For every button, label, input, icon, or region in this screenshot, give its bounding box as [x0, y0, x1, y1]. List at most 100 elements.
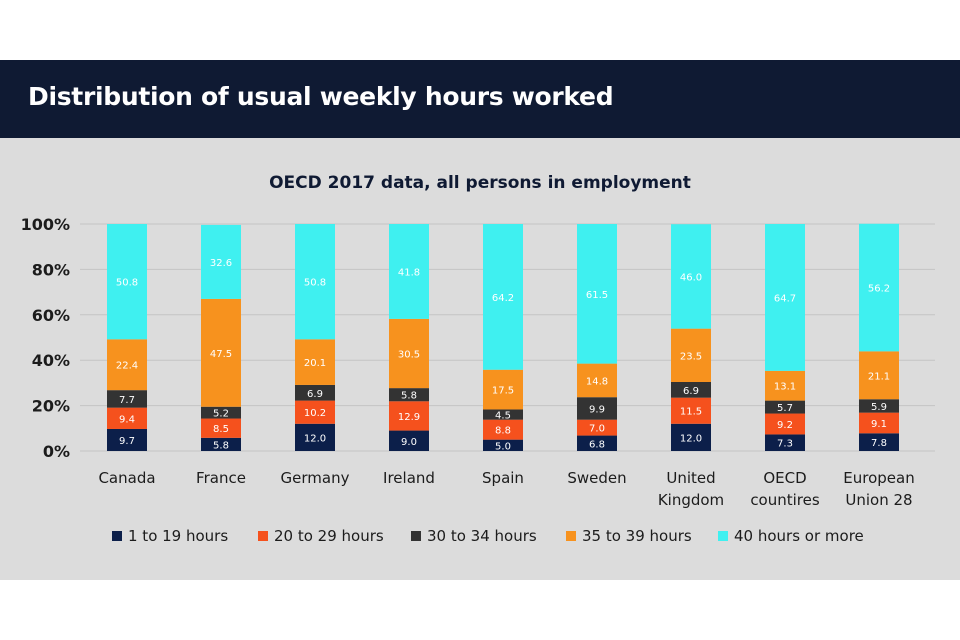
legend-label: 35 to 39 hours: [582, 527, 692, 545]
bar-segment: [765, 370, 805, 401]
x-axis: Canada France Germany Ireland Spain Sweden Uni…: [98, 469, 914, 509]
data-label: 30.5: [398, 350, 420, 361]
data-label: 9.7: [119, 436, 135, 447]
bar-segment: [389, 401, 429, 431]
legend-swatch: [566, 531, 576, 541]
bar-segment: [483, 419, 523, 440]
legend-swatch: [411, 531, 421, 541]
y-tick-label: 40%: [32, 351, 70, 370]
bar-segment: [483, 369, 523, 410]
x-tick-label: Kingdom: [658, 491, 724, 509]
data-label: 64.7: [774, 293, 796, 304]
data-label: 61.5: [586, 290, 608, 301]
data-label: 14.8: [586, 376, 608, 387]
bar-segment: [201, 298, 241, 407]
data-label: 5.8: [213, 440, 229, 451]
data-label: 7.0: [589, 424, 605, 435]
data-label: 8.8: [495, 426, 511, 437]
bar-segment: [765, 224, 805, 371]
bar-segment: [859, 399, 899, 413]
bar-segment: [107, 339, 147, 391]
y-tick-label: 0%: [43, 442, 70, 461]
data-label: 56.2: [868, 284, 890, 295]
legend-item: 20 to 29 hours: [258, 526, 384, 546]
data-label: 5.2: [213, 409, 229, 420]
legend-item: 1 to 19 hours: [112, 526, 228, 546]
legend-item: 40 hours or more: [718, 526, 864, 546]
y-tick-label: 100%: [21, 215, 70, 234]
data-label: 7.7: [119, 395, 135, 406]
bar-segment: [389, 224, 429, 319]
data-label: 23.5: [680, 351, 702, 362]
data-label: 17.5: [492, 386, 514, 397]
bar-segment: [671, 328, 711, 382]
stacked-bar-chart: OECD 2017 data, all persons in employmen…: [21, 173, 935, 509]
legend-swatch: [718, 531, 728, 541]
bar-segment: [107, 407, 147, 429]
bar-segment: [295, 224, 335, 340]
x-tick-label: Canada: [98, 469, 155, 487]
bar-segment: [483, 439, 523, 451]
data-label: 46.0: [680, 272, 702, 283]
data-label: 8.5: [213, 424, 229, 435]
data-label: 6.9: [683, 386, 699, 397]
bar-segment: [577, 224, 617, 364]
data-label: 10.2: [304, 408, 326, 419]
data-label: 64.2: [492, 293, 514, 304]
bar-segment: [201, 224, 241, 299]
bar-segment: [577, 363, 617, 398]
data-label: 12.0: [680, 433, 702, 444]
data-label: 6.9: [307, 389, 323, 400]
data-label: 9.9: [589, 404, 605, 415]
data-label: 20.1: [304, 358, 326, 369]
data-label: 13.1: [774, 382, 796, 393]
bar-segment: [389, 430, 429, 451]
legend: 1 to 19 hours 20 to 29 hours 30 to 34 hour…: [0, 526, 960, 546]
page-title: Distribution of usual weekly hours worke…: [28, 82, 614, 111]
y-tick-label: 80%: [32, 260, 70, 279]
bar-segment: [295, 400, 335, 424]
bar-segment: [859, 223, 899, 352]
bar-segment: [389, 318, 429, 389]
bar-segment: [577, 419, 617, 436]
data-label: 12.0: [304, 433, 326, 444]
data-label: 32.6: [210, 258, 232, 269]
legend-label: 30 to 34 hours: [427, 527, 537, 545]
data-label: 11.5: [680, 407, 702, 418]
bar-segment: [483, 409, 523, 420]
bar-segment: [201, 418, 241, 438]
data-label: 12.9: [398, 412, 420, 423]
data-label: 6.8: [589, 439, 605, 450]
bar-segment: [107, 224, 147, 340]
bar-segment: [107, 390, 147, 408]
bar-segment: [295, 423, 335, 451]
x-tick-label: Germany: [281, 469, 350, 487]
bar-segment: [859, 412, 899, 434]
x-tick-label: countires: [750, 491, 820, 509]
data-label: 5.8: [401, 391, 417, 402]
bar-segment: [671, 224, 711, 329]
data-label: 47.5: [210, 349, 232, 360]
bar-segment: [389, 388, 429, 402]
data-label: 7.3: [777, 439, 793, 450]
x-tick-label: United: [666, 469, 715, 487]
bars: 9.7 9.4 7.7 22.4 50.8 5.8 8.5 5.2 47.5 32.6 12.0 10…: [107, 223, 899, 452]
bar-segment: [765, 400, 805, 414]
legend-swatch: [112, 531, 122, 541]
legend-swatch: [258, 531, 268, 541]
x-tick-label: Ireland: [383, 469, 435, 487]
bar-segment: [671, 423, 711, 451]
x-tick-label: Spain: [482, 469, 524, 487]
bar-segment: [671, 381, 711, 398]
data-label: 9.0: [401, 437, 417, 448]
x-tick-label: France: [196, 469, 246, 487]
data-label: 4.5: [495, 411, 511, 422]
x-tick-label: Union 28: [845, 491, 912, 509]
chart-panel: OECD 2017 data, all persons in employmen…: [0, 138, 960, 580]
bar-segment: [201, 406, 241, 419]
bar-segment: [577, 435, 617, 451]
bar-segment: [201, 437, 241, 451]
bar-segment: [765, 434, 805, 451]
y-axis: 0% 20% 40% 60% 80% 100%: [21, 215, 70, 461]
bar-segment: [295, 339, 335, 385]
